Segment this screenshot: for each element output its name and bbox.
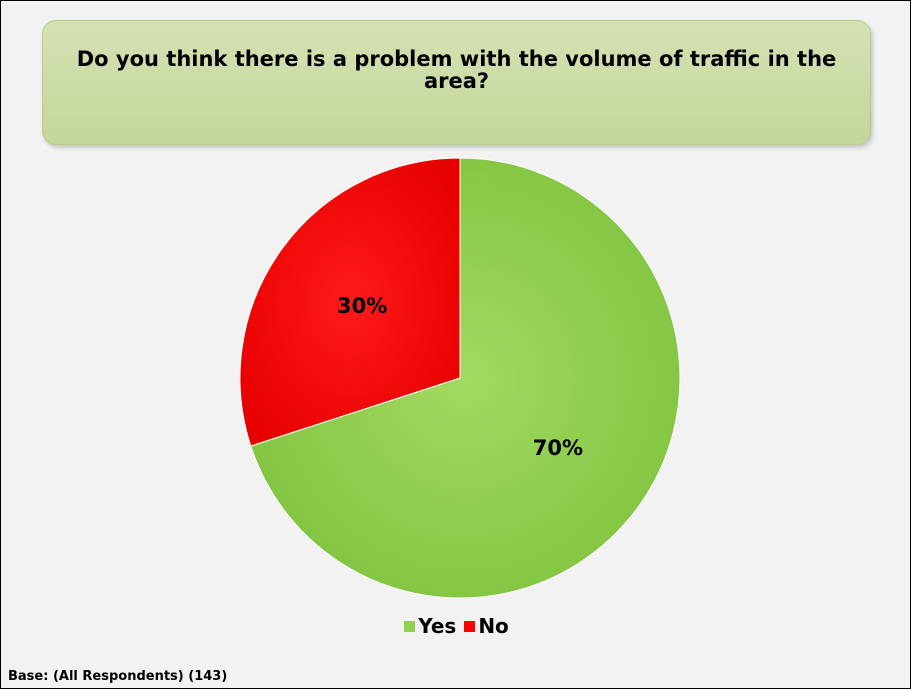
legend-label-no: No [478, 614, 509, 638]
legend-item-no: No [464, 614, 509, 638]
legend-swatch-no [464, 620, 476, 632]
legend-swatch-yes [404, 620, 416, 632]
chart-title: Do you think there is a problem with the… [76, 46, 837, 93]
base-note: Base: (All Respondents) (143) [8, 669, 228, 684]
legend-item-yes: Yes [404, 614, 456, 638]
data-label-yes: 70% [533, 436, 583, 460]
legend-label-yes: Yes [418, 614, 457, 638]
legend: Yes No [1, 614, 910, 638]
pie-slices [239, 157, 681, 599]
pie-slice-no [239, 157, 461, 447]
title-box: Do you think there is a problem with the… [42, 20, 871, 145]
pie-data-labels: 70% 30% [337, 294, 583, 460]
data-label-no: 30% [337, 294, 387, 318]
pie-slice-yes [250, 157, 681, 599]
